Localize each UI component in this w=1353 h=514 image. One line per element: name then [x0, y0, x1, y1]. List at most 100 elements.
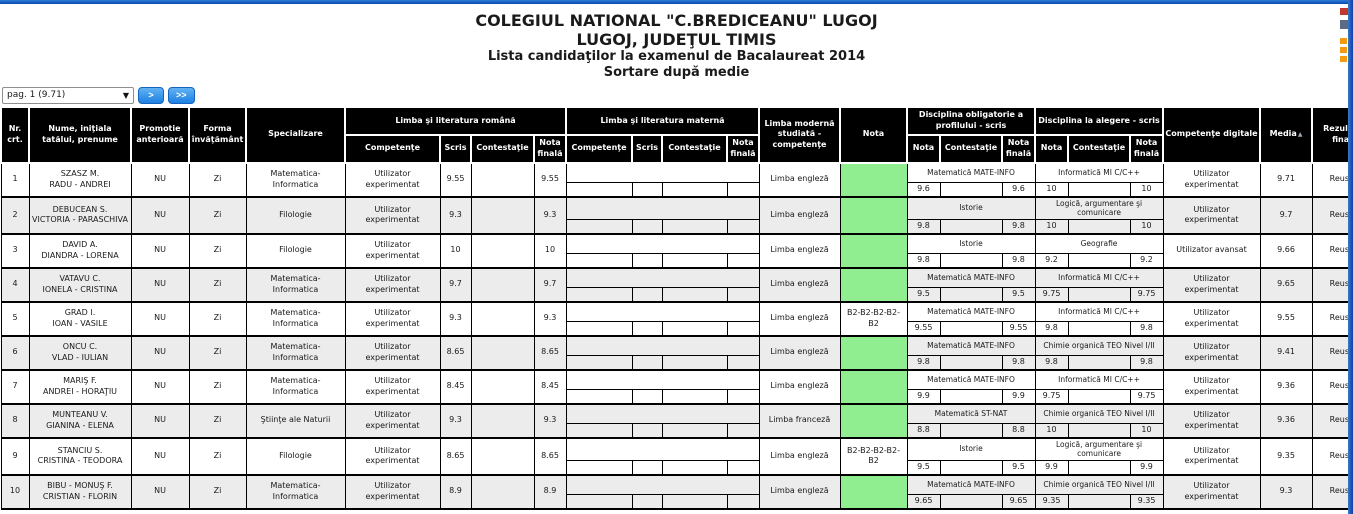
cell-rezultat: Reusit: [1311, 335, 1353, 371]
cell-obligatorie-label: Matematică MATE-INFO: [906, 162, 1036, 184]
cell-nr: 4: [0, 267, 30, 303]
cell-ob-nota: 9.6: [906, 182, 941, 198]
cropped-icon-orange-1: [1340, 38, 1347, 44]
cell-nr: 8: [0, 403, 30, 439]
cell-limba-moderna: Limba engleză: [758, 474, 841, 510]
cell-alegere-label: Informatică MI C/C++: [1034, 369, 1164, 391]
cell-rom-scris: 9.3: [439, 196, 472, 235]
cell-alegere-label: Logică, argumentare şi comunicare: [1034, 196, 1164, 221]
table-row-scores: 9.55 9.55 9.8 9.8: [1, 321, 1353, 337]
cell-al-nota: 9.75: [1034, 389, 1069, 405]
last-page-button[interactable]: >>: [168, 86, 195, 104]
cell-mat-scris: [631, 494, 663, 510]
header-promotie: Promotie anterioară: [130, 106, 190, 164]
cell-rom-nota-finala: 8.9: [533, 474, 567, 510]
cell-ob-nota: 8.8: [906, 423, 941, 439]
cell-specializare: Ştiinţe ale Naturii: [245, 403, 346, 439]
header-media-label: Media: [1269, 129, 1297, 139]
cell-name: SZASZ M. RADU - ANDREI: [28, 162, 132, 198]
cropped-icon-red: [1340, 8, 1348, 15]
cell-rom-contestatie: [470, 301, 535, 337]
cell-name: VATAVU C. IONELA - CRISTINA: [28, 267, 132, 303]
top-accent-bar: [0, 0, 1353, 4]
cell-forma: Zi: [188, 403, 247, 439]
cell-mat-nota-finala: [726, 423, 760, 439]
cell-mat-contestatie: [661, 355, 728, 371]
cell-rom-competente: Utilizator experimentat: [344, 162, 441, 198]
cell-rom-nota-finala: 8.65: [533, 335, 567, 371]
cell-rezultat: Reusit: [1311, 196, 1353, 235]
cell-nr: 10: [0, 474, 30, 510]
cell-rom-scris: 8.45: [439, 369, 472, 405]
cell-specializare: Filologie: [245, 437, 346, 476]
cell-mat-competente: [565, 219, 633, 235]
cell-competente-digitale: Utilizator experimentat: [1162, 162, 1261, 198]
cell-rom-scris: 9.7: [439, 267, 472, 303]
cell-promotie: NU: [130, 437, 190, 476]
cell-specializare: Matematica-Informatica: [245, 162, 346, 198]
cell-specializare: Matematica-Informatica: [245, 474, 346, 510]
cell-al-nota-finala: 10: [1129, 219, 1164, 235]
cell-name: DAVID A. DIANDRA - LORENA: [28, 233, 132, 269]
header-nr: Nr. crt.: [0, 106, 30, 164]
next-page-button[interactable]: >: [138, 86, 164, 104]
cell-specializare: Matematica-Informatica: [245, 369, 346, 405]
cell-competente-digitale: Utilizator experimentat: [1162, 369, 1261, 405]
cell-limba-moderna: Limba engleză: [758, 233, 841, 269]
cell-mat-competente: [565, 253, 633, 269]
header-nota: Nota: [839, 106, 908, 164]
cell-name: ONCU C. VLAD - IULIAN: [28, 335, 132, 371]
cell-name: MUNTEANU V. GIANINA - ELENA: [28, 403, 132, 439]
header-specializare: Specializare: [245, 106, 346, 164]
cell-obligatorie-label: Matematică ST-NAT: [906, 403, 1036, 425]
cell-rezultat: Reusit: [1311, 301, 1353, 337]
cell-mat-scris: [631, 460, 663, 476]
cell-mat-scris: [631, 287, 663, 303]
cell-materna-label: [565, 301, 760, 323]
cell-al-nota: 9.35: [1034, 494, 1069, 510]
cell-al-contestatie: [1067, 219, 1131, 235]
pagination-bar: pag. 1 (9.71) ▼ > >>: [2, 86, 1353, 104]
header-media-sort[interactable]: Media▲: [1259, 106, 1314, 164]
table-row: 9 STANCIU S. CRISTINA - TEODORA NU Zi Fi…: [0, 437, 1353, 476]
cell-ob-nota-finala: 9.6: [1001, 182, 1036, 198]
cell-materna-label: [565, 335, 760, 357]
cell-promotie: NU: [130, 196, 190, 235]
cell-al-contestatie: [1067, 182, 1131, 198]
cell-mat-competente: [565, 423, 633, 439]
cell-al-nota-finala: 9.75: [1129, 287, 1164, 303]
cell-forma: Zi: [188, 437, 247, 476]
table-row: 8 MUNTEANU V. GIANINA - ELENA NU Zi Ştii…: [0, 403, 1353, 439]
cell-mat-nota-finala: [726, 182, 760, 198]
name-line2: CRISTIAN - FLORIN: [42, 491, 118, 501]
cell-rom-nota-finala: 8.45: [533, 369, 567, 405]
cell-ob-contestatie: [939, 287, 1003, 303]
page-selector[interactable]: pag. 1 (9.71) ▼: [2, 86, 134, 104]
table-row-scores: 9.9 9.9 9.75 9.75: [1, 389, 1353, 405]
cell-alegere-label: Geografie: [1034, 233, 1164, 255]
cell-forma: Zi: [188, 301, 247, 337]
cell-forma: Zi: [188, 162, 247, 198]
cell-materna-label: [565, 267, 760, 289]
header-forma: Forma învăţământ: [188, 106, 247, 164]
cell-rom-nota-finala: 9.3: [533, 301, 567, 337]
cell-alegere-label: Logică, argumentare şi comunicare: [1034, 437, 1164, 462]
cell-name: DEBUCEAN S. VICTORIA - PARASCHIVA: [28, 196, 132, 235]
cell-specializare: Matematica-Informatica: [245, 267, 346, 303]
header-mat-contestatie: Contestaţie: [661, 134, 728, 164]
cell-rom-competente: Utilizator experimentat: [344, 474, 441, 510]
cell-rom-nota-finala: 9.3: [533, 196, 567, 235]
table-row: 2 DEBUCEAN S. VICTORIA - PARASCHIVA NU Z…: [0, 196, 1353, 235]
name-line2: IOAN - VASILE: [52, 318, 108, 328]
cell-nota: [839, 196, 908, 235]
table-row-scores: 9.8 9.8 10 10: [1, 219, 1353, 235]
cell-al-nota: 9.8: [1034, 355, 1069, 371]
cell-mat-contestatie: [661, 423, 728, 439]
cell-media: 9.7: [1259, 196, 1313, 235]
cell-name: MARIŞ F. ANDREI - HORAŢIU: [28, 369, 132, 405]
header-mat-competente: Competenţe: [565, 134, 633, 164]
name-line1: GRAD I.: [64, 308, 96, 318]
table-row: 3 DAVID A. DIANDRA - LORENA NU Zi Filolo…: [0, 233, 1353, 269]
cell-mat-nota-finala: [726, 355, 760, 371]
cell-nota: [839, 403, 908, 439]
